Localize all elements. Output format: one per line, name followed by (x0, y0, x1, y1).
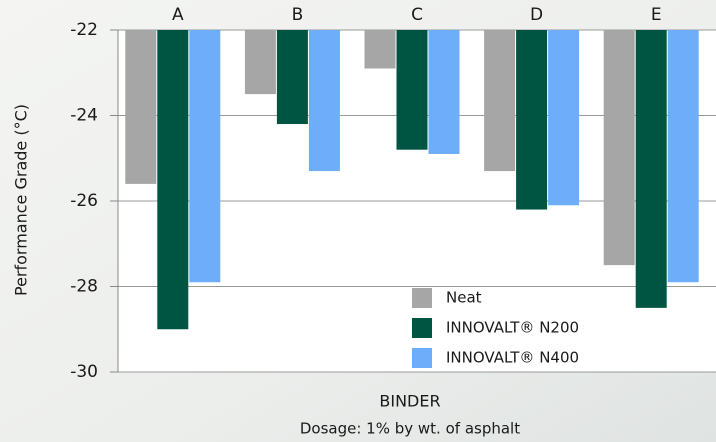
x-tick-label: B (292, 5, 304, 25)
bar (365, 30, 396, 68)
y-tick-label: -30 (70, 362, 98, 382)
legend-label: Neat (446, 289, 482, 307)
bar (189, 30, 220, 282)
bar (309, 30, 340, 171)
x-tick-label: D (530, 5, 543, 25)
legend-swatch (412, 318, 432, 338)
bar (484, 30, 515, 171)
x-tick-label: A (172, 5, 184, 25)
y-tick-label: -24 (70, 106, 98, 126)
legend-swatch (412, 348, 432, 368)
x-axis-label: BINDER (379, 392, 440, 411)
y-tick-label: -28 (70, 277, 98, 297)
bar (397, 30, 428, 150)
y-tick-label: -22 (70, 20, 98, 40)
note: Dosage: 1% by wt. of asphalt (300, 420, 520, 438)
x-tick-label: C (411, 5, 423, 25)
legend-label: INNOVALT® N400 (446, 349, 579, 367)
bar (636, 30, 667, 308)
bar (668, 30, 699, 282)
y-axis-label: Performance Grade (°C) (12, 104, 31, 296)
x-tick-label: E (651, 5, 662, 25)
bar (548, 30, 579, 205)
bar (277, 30, 308, 124)
bar (429, 30, 460, 154)
y-tick-label: -26 (70, 191, 98, 211)
bar (157, 30, 188, 329)
legend-label: INNOVALT® N200 (446, 319, 579, 337)
chart: Performance Grade (°C) BINDER Dosage: 1%… (0, 0, 716, 442)
bar (516, 30, 547, 210)
bar (245, 30, 276, 94)
bar (125, 30, 156, 184)
legend-swatch (412, 288, 432, 308)
bar (604, 30, 635, 265)
